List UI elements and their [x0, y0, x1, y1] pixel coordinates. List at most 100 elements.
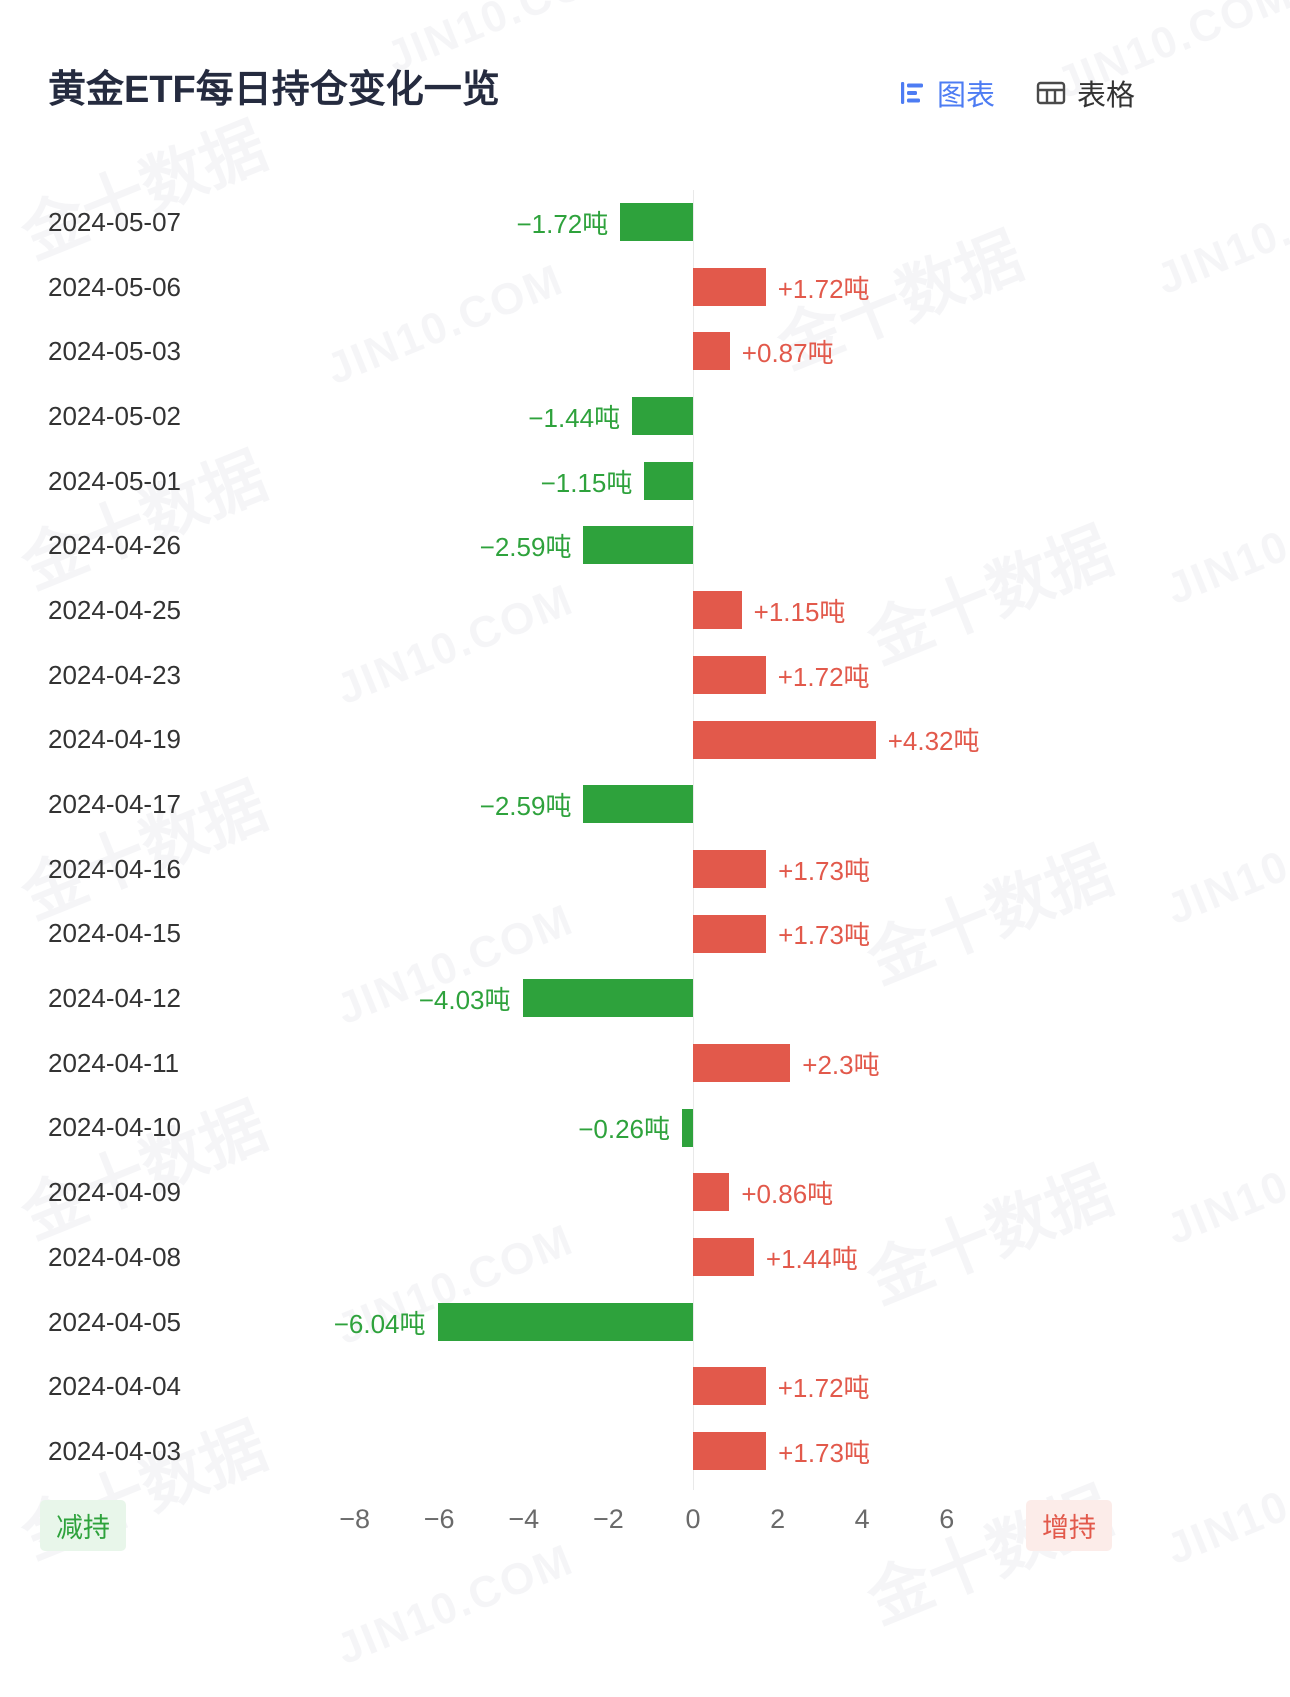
- date-label: 2024-04-04: [48, 1371, 181, 1402]
- chart-row: 2024-04-05 −6.04吨: [0, 1290, 1290, 1355]
- axis-tick-label: 4: [854, 1504, 870, 1534]
- date-label: 2024-04-08: [48, 1241, 181, 1272]
- value-label: +0.87吨: [741, 338, 834, 369]
- chart-row: 2024-05-07 −1.72吨: [0, 190, 1290, 255]
- value-label: −0.26吨: [578, 1114, 671, 1145]
- value-label: −2.59吨: [479, 791, 572, 822]
- bar[interactable]: [693, 267, 766, 306]
- date-label: 2024-05-01: [48, 465, 181, 496]
- axis-tick-label: 2: [770, 1504, 786, 1534]
- value-label: −6.04吨: [333, 1308, 426, 1339]
- bar[interactable]: [693, 332, 730, 371]
- value-label: −2.59吨: [479, 532, 572, 563]
- chart-row: 2024-04-26 −2.59吨: [0, 513, 1290, 578]
- date-label: 2024-04-10: [48, 1112, 181, 1143]
- chart-row: 2024-04-17 −2.59吨: [0, 772, 1290, 837]
- chart-row: 2024-05-06 +1.72吨: [0, 255, 1290, 320]
- chart-row: 2024-04-10 −0.26吨: [0, 1096, 1290, 1161]
- bar-chart: 2024-05-07 −1.72吨 2024-05-06 +1.72吨 2024-05-…: [0, 190, 1290, 1484]
- date-label: 2024-04-19: [48, 724, 181, 755]
- bar[interactable]: [693, 1043, 791, 1082]
- bar[interactable]: [693, 1173, 730, 1212]
- value-label: +1.73吨: [778, 920, 870, 951]
- date-label: 2024-04-26: [48, 530, 181, 561]
- view-toggle: 图表 表格: [897, 72, 1135, 114]
- bar[interactable]: [682, 1108, 693, 1147]
- date-label: 2024-04-12: [48, 983, 181, 1014]
- chart-row: 2024-04-03 +1.73吨: [0, 1419, 1290, 1484]
- chart-row: 2024-05-01 −1.15吨: [0, 449, 1290, 514]
- chart-view-button[interactable]: 图表: [897, 72, 995, 114]
- axis-tick-label: −2: [592, 1504, 624, 1534]
- chart-row: 2024-04-23 +1.72吨: [0, 643, 1290, 708]
- bar[interactable]: [693, 1238, 754, 1276]
- value-label: +1.73吨: [778, 1437, 870, 1468]
- bar[interactable]: [693, 1367, 766, 1406]
- chart-row: 2024-04-15 +1.73吨: [0, 902, 1290, 967]
- bar[interactable]: [437, 1302, 693, 1341]
- legend-decrease-badge: 减持: [40, 1500, 126, 1551]
- date-label: 2024-04-25: [48, 594, 181, 625]
- date-label: 2024-04-17: [48, 789, 181, 820]
- value-label: +1.44吨: [765, 1243, 858, 1274]
- bar-chart-icon: [897, 78, 927, 108]
- chart-row: 2024-04-11 +2.3吨: [0, 1031, 1290, 1096]
- bar[interactable]: [620, 203, 693, 241]
- date-label: 2024-04-11: [48, 1047, 180, 1078]
- date-label: 2024-05-07: [48, 206, 181, 237]
- date-label: 2024-04-03: [48, 1435, 181, 1466]
- value-label: +1.15吨: [753, 596, 846, 627]
- value-label: +2.3吨: [802, 1049, 880, 1080]
- axis-tick-label: −8: [339, 1504, 370, 1534]
- chart-row: 2024-05-03 +0.87吨: [0, 319, 1290, 384]
- chart-row: 2024-04-12 −4.03吨: [0, 966, 1290, 1031]
- bar[interactable]: [693, 720, 876, 759]
- zero-axis-line: [693, 190, 694, 1490]
- chart-row: 2024-04-25 +1.15吨: [0, 578, 1290, 643]
- table-view-label: 表格: [1076, 80, 1135, 112]
- date-label: 2024-04-09: [48, 1177, 181, 1208]
- date-label: 2024-04-23: [48, 659, 181, 690]
- value-label: +1.72吨: [777, 661, 870, 692]
- bar[interactable]: [583, 785, 693, 824]
- axis-tick-label: 0: [685, 1504, 701, 1534]
- bar[interactable]: [693, 1432, 767, 1471]
- value-label: −1.72吨: [516, 208, 609, 239]
- table-icon: [1035, 78, 1067, 108]
- bar[interactable]: [693, 914, 767, 953]
- chart-view-label: 图表: [936, 80, 995, 112]
- watermark-text: JIN10.COM: [330, 1535, 581, 1675]
- value-label: +4.32吨: [887, 726, 980, 757]
- axis-tick-label: −6: [423, 1504, 455, 1534]
- date-label: 2024-05-02: [48, 400, 181, 431]
- value-label: +1.72吨: [777, 1373, 870, 1404]
- date-label: 2024-04-16: [48, 853, 181, 884]
- table-view-button[interactable]: 表格: [1035, 72, 1135, 114]
- chart-row: 2024-05-02 −1.44吨: [0, 384, 1290, 449]
- chart-row: 2024-04-08 +1.44吨: [0, 1225, 1290, 1290]
- bar[interactable]: [693, 591, 742, 630]
- bar[interactable]: [693, 849, 767, 888]
- value-label: +0.86吨: [741, 1179, 834, 1210]
- date-label: 2024-04-05: [48, 1306, 181, 1337]
- value-label: +1.72吨: [777, 273, 870, 304]
- x-axis: −8 −6 −4 −2 0 2 4 6: [0, 1498, 1290, 1544]
- bar[interactable]: [583, 526, 693, 565]
- bar[interactable]: [632, 397, 693, 436]
- value-label: −4.03吨: [418, 985, 511, 1016]
- bar[interactable]: [522, 979, 693, 1018]
- legend-increase-badge: 增持: [1026, 1500, 1112, 1551]
- chart-row: 2024-04-09 +0.86吨: [0, 1160, 1290, 1225]
- bar[interactable]: [644, 461, 693, 500]
- axis-tick-label: −4: [508, 1504, 540, 1534]
- watermark-text: 金十数据: [852, 1460, 1124, 1641]
- value-label: −1.15吨: [540, 467, 633, 498]
- date-label: 2024-05-03: [48, 336, 181, 367]
- chart-row: 2024-04-16 +1.73吨: [0, 837, 1290, 902]
- page-title: 黄金ETF每日持仓变化一览: [48, 69, 500, 111]
- bar[interactable]: [693, 655, 766, 694]
- value-label: −1.44吨: [528, 402, 621, 433]
- chart-row: 2024-04-04 +1.72吨: [0, 1354, 1290, 1419]
- value-label: +1.73吨: [778, 855, 870, 886]
- date-label: 2024-05-06: [48, 271, 181, 302]
